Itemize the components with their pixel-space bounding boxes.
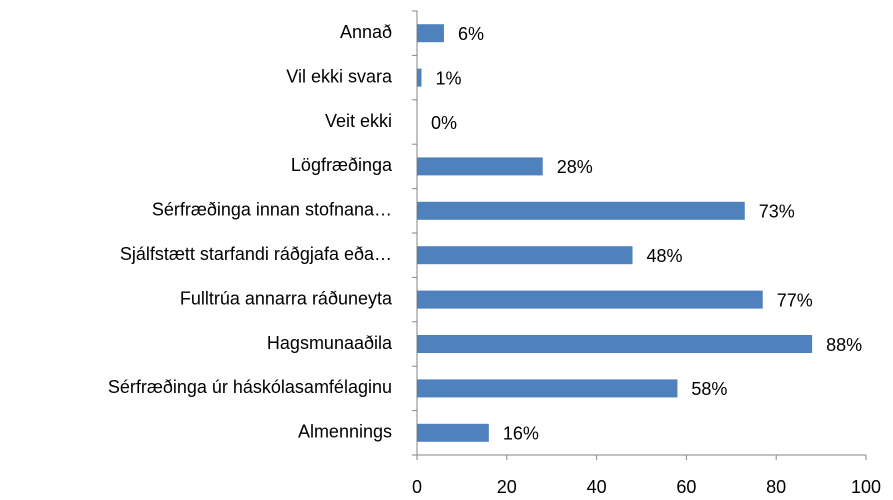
x-tick-label: 40 [587, 477, 607, 497]
value-label: 0% [431, 113, 457, 133]
bar [417, 246, 633, 265]
bar [417, 423, 489, 442]
x-tick-label: 60 [676, 477, 696, 497]
y-tick-label: Sjálfstætt starfandi ráðgjafa eða… [120, 244, 392, 264]
y-tick-label: Almennings [298, 422, 392, 442]
y-tick-label: Sérfræðinga úr háskólasamfélaginu [108, 377, 392, 397]
bar [417, 335, 813, 353]
y-tick-label: Hagsmunaaðila [267, 333, 393, 353]
x-tick-label: 20 [497, 477, 517, 497]
value-label: 58% [691, 379, 727, 399]
y-tick-label: Annað [340, 22, 392, 42]
value-label: 73% [759, 202, 795, 222]
bar [417, 157, 543, 176]
x-tick-label: 0 [412, 477, 422, 497]
value-label: 77% [777, 290, 813, 310]
bar [417, 68, 422, 87]
y-tick-label: Veit ekki [325, 111, 392, 131]
bar [417, 201, 745, 220]
value-label: 16% [503, 424, 539, 444]
y-tick-label: Vil ekki svara [286, 66, 393, 86]
bar [417, 379, 678, 398]
value-label: 1% [435, 68, 461, 88]
value-label: 48% [647, 246, 683, 266]
y-tick-label: Fulltrúa annarra ráðuneyta [180, 288, 393, 308]
y-tick-label: Lögfræðinga [291, 155, 393, 175]
x-tick-label: 100 [851, 477, 881, 497]
y-tick-label: Sérfræðinga innan stofnana… [152, 200, 392, 220]
x-tick-label: 80 [766, 477, 786, 497]
bar [417, 290, 763, 309]
value-label: 6% [458, 24, 484, 44]
value-label: 88% [826, 335, 862, 355]
bar [417, 24, 444, 43]
value-label: 28% [557, 157, 593, 177]
